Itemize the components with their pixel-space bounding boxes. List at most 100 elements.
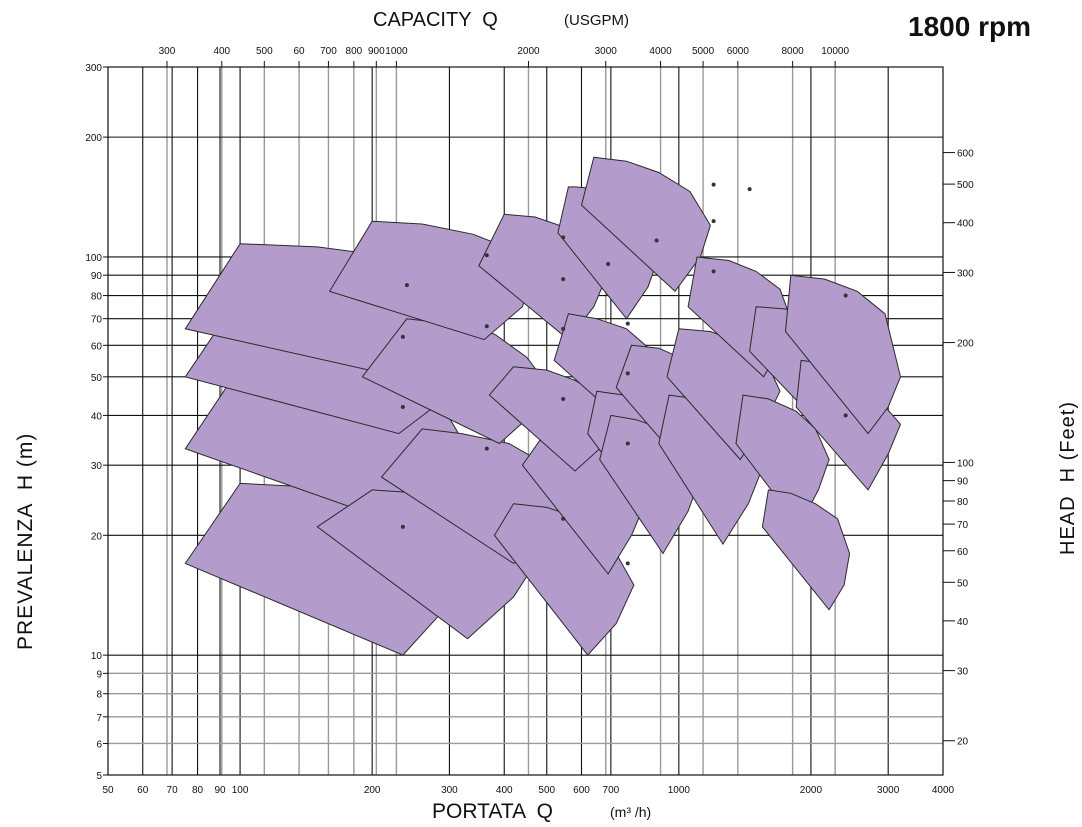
tick-head-m-20: 20: [91, 531, 103, 542]
tick-portata-600: 600: [573, 785, 590, 796]
tick-labels: 50 60 70 80 90 100 200 300 400 500 600 700 1000 2000 3…: [85, 46, 974, 796]
tick-head-m-10: 10: [91, 651, 103, 662]
tick-capacity-300: 300: [159, 46, 176, 57]
tick-capacity-900: 900: [368, 46, 385, 57]
chart-title: 1800 rpm: [908, 11, 1031, 42]
tick-portata-3000: 3000: [877, 785, 900, 796]
top-axis-title-text: CAPACITY Q: [373, 9, 498, 31]
tick-portata-70: 70: [167, 785, 179, 796]
tick-capacity-800: 800: [346, 46, 363, 57]
left-axis-title: PREVALENZA H (m): [14, 433, 37, 650]
bep-point-5: [484, 446, 489, 451]
tick-head-ft-90: 90: [957, 477, 969, 488]
bep-point-20: [711, 219, 716, 224]
tick-head-m-6: 6: [96, 739, 102, 750]
bep-point-9: [561, 396, 566, 401]
tick-head-m-7: 7: [96, 713, 102, 724]
bep-point-12: [561, 235, 566, 240]
tick-portata-300: 300: [441, 785, 458, 796]
tick-portata-100: 100: [232, 785, 249, 796]
bep-point-15: [625, 371, 630, 376]
tick-capacity-8000: 8000: [782, 46, 805, 57]
bep-point-23: [843, 293, 848, 298]
bep-point-4: [404, 283, 409, 288]
tick-head-ft-80: 80: [957, 497, 969, 508]
tick-portata-500: 500: [538, 785, 555, 796]
bep-point-11: [561, 277, 566, 282]
tick-head-ft-50: 50: [957, 578, 969, 589]
tick-head-m-100: 100: [85, 253, 102, 264]
pump-region-24: [761, 489, 851, 611]
bep-point-16: [625, 321, 630, 326]
bottom-axis-title-text: PORTATA Q: [432, 800, 553, 823]
bep-point-1: [400, 524, 405, 529]
tick-head-m-60: 60: [91, 341, 103, 352]
tick-head-ft-30: 30: [957, 667, 969, 678]
tick-head-m-40: 40: [91, 411, 103, 422]
tick-portata-50: 50: [102, 785, 114, 796]
bep-point-24: [843, 413, 848, 418]
tick-portata-4000: 4000: [932, 785, 955, 796]
tick-head-ft-300: 300: [957, 268, 974, 279]
bottom-axis-unit: (m³ /h): [610, 804, 651, 820]
tick-head-ft-60: 60: [957, 547, 969, 558]
pump-region-18: [580, 156, 711, 293]
tick-head-ft-200: 200: [957, 339, 974, 350]
bep-point-21: [711, 182, 716, 187]
tick-head-ft-500: 500: [957, 180, 974, 191]
tick-capacity-6000: 6000: [727, 46, 750, 57]
tick-portata-1000: 1000: [668, 785, 691, 796]
bep-point-7: [484, 253, 489, 258]
tick-portata-2000: 2000: [800, 785, 823, 796]
tick-capacity-600: 60: [293, 46, 305, 57]
tick-head-m-200: 200: [85, 133, 102, 144]
right-axis-title: HEAD H (Feet): [1057, 401, 1079, 555]
tick-head-m-90: 90: [91, 271, 103, 282]
bep-point-3: [400, 334, 405, 339]
tick-head-m-9: 9: [96, 669, 102, 680]
tick-capacity-1000: 1000: [385, 46, 408, 57]
tick-head-ft-600: 600: [957, 149, 974, 160]
bep-point-19: [711, 269, 716, 274]
tick-capacity-10000: 10000: [821, 46, 849, 57]
bep-points: [400, 182, 848, 566]
tick-capacity-3000: 3000: [595, 46, 618, 57]
tick-head-m-50: 50: [91, 373, 103, 384]
bep-point-17: [606, 262, 611, 267]
tick-capacity-2000: 2000: [517, 46, 540, 57]
top-axis-title: CAPACITY Q (USGPM): [373, 9, 629, 31]
bep-point-2: [400, 404, 405, 409]
tick-head-ft-400: 400: [957, 219, 974, 230]
tick-portata-700: 700: [603, 785, 620, 796]
bep-point-10: [561, 326, 566, 331]
tick-head-m-30: 30: [91, 461, 103, 472]
tick-capacity-4000: 4000: [649, 46, 672, 57]
tick-portata-60: 60: [137, 785, 149, 796]
tick-capacity-700: 700: [320, 46, 337, 57]
bep-point-8: [561, 516, 566, 521]
tick-head-m-80: 80: [91, 292, 103, 303]
tick-portata-90: 90: [214, 785, 226, 796]
bep-point-14: [625, 441, 630, 446]
tick-head-m-8: 8: [96, 690, 102, 701]
tick-head-ft-20: 20: [957, 737, 969, 748]
tick-capacity-5000: 5000: [692, 46, 715, 57]
pump-region-22: [735, 394, 830, 528]
tick-capacity-400: 400: [213, 46, 230, 57]
tick-head-m-300: 300: [85, 63, 102, 74]
tick-capacity-500: 500: [256, 46, 273, 57]
tick-head-ft-100: 100: [957, 458, 974, 469]
bep-point-6: [484, 324, 489, 329]
tick-head-ft-70: 70: [957, 520, 969, 531]
bep-point-18: [654, 238, 659, 243]
tick-head-m-5: 5: [96, 771, 102, 782]
tick-head-ft-40: 40: [957, 617, 969, 628]
top-axis-unit: (USGPM): [564, 12, 629, 29]
tick-portata-400: 400: [496, 785, 513, 796]
tick-head-m-70: 70: [91, 315, 103, 326]
plot-frame: [107, 66, 944, 776]
pump-region-26: [784, 274, 902, 435]
tick-portata-80: 80: [192, 785, 204, 796]
tick-portata-200: 200: [364, 785, 381, 796]
